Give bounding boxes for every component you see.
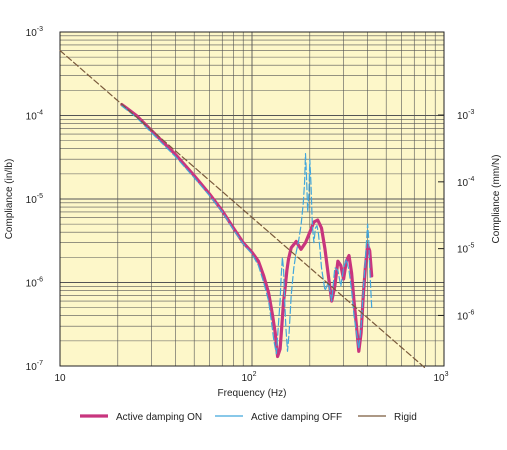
legend-label: Active damping OFF [251,412,342,423]
legend: Active damping ON Active damping OFF Rigid [80,412,417,423]
x-tick-labels: 10 102 103 [54,371,448,384]
x-tick-label: 10 [54,373,66,384]
y2-tick-label: 10-5 [457,243,474,256]
series-layer [59,49,426,369]
y-tick-labels: 10-7 10-6 10-5 10-4 10-3 [26,26,43,373]
legend-label: Rigid [394,412,417,423]
y-tick-label: 10-5 [26,193,43,206]
series-line-rigid [59,49,426,369]
y2-tick-label: 10-4 [457,176,474,189]
y-axis-label: Compliance (in/lb) [4,159,15,240]
y-tick-label: 10-4 [26,110,43,123]
y-tick-label: 10-7 [26,360,43,373]
y2-tick-labels: 10-6 10-5 10-4 10-3 [438,109,474,322]
grid [60,32,444,366]
legend-label: Active damping ON [116,412,202,423]
x-axis-label: Frequency (Hz) [218,388,287,399]
x-tick-label: 103 [433,371,448,384]
plot-frame [59,31,445,367]
series-line-active-damping-off [121,105,373,355]
y-tick-label: 10-3 [26,26,43,39]
y2-tick-label: 10-3 [457,109,474,122]
y2-tick-label: 10-6 [457,309,474,322]
x-tick-label: 102 [241,371,256,384]
y-tick-label: 10-6 [26,277,43,290]
series-line-active-damping-on [120,102,374,359]
y2-axis-label: Compliance (mm/N) [491,155,502,244]
